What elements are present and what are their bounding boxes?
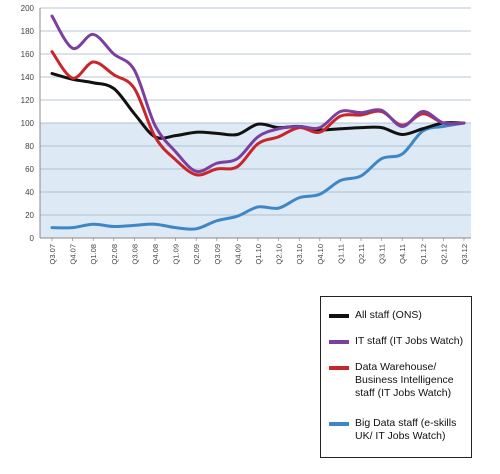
legend-swatch bbox=[329, 314, 349, 318]
x-tick-label: Q2.09 bbox=[192, 244, 201, 264]
y-tick-label: 0 bbox=[30, 234, 35, 243]
legend-swatch bbox=[329, 366, 349, 370]
legend-swatch bbox=[329, 340, 349, 344]
legend-item-data-warehouse: Data Warehouse/ Business Intelligence st… bbox=[329, 361, 467, 400]
legend-swatch bbox=[329, 422, 349, 426]
y-tick-label: 40 bbox=[25, 188, 34, 197]
line-chart: 0 20 40 60 80 100 120 140 160 180 200 Q3.07 Q4.07 Q1… bbox=[21, 4, 471, 264]
legend-label: Data Warehouse/ Business Intelligence st… bbox=[355, 361, 454, 399]
legend-item-it-staff: IT staff (IT Jobs Watch) bbox=[329, 335, 467, 348]
y-tick-label: 200 bbox=[21, 4, 35, 13]
x-tick-label: Q2.11 bbox=[357, 244, 366, 264]
y-tick-label: 140 bbox=[21, 73, 35, 82]
series-line-1 bbox=[50, 14, 466, 174]
x-tick-label: Q4.10 bbox=[316, 244, 325, 264]
x-tick-labels: Q3.07 Q4.07 Q1.08 Q2.08 Q3.08 Q4.08 Q1.09 Q2.09… bbox=[48, 238, 469, 264]
y-tick-label: 80 bbox=[25, 142, 34, 151]
x-tick-label: Q1.12 bbox=[419, 244, 428, 264]
legend-item-big-data: Big Data staff (e-skills UK/ IT Jobs Wat… bbox=[329, 417, 467, 443]
legend-label: All staff (ONS) bbox=[355, 309, 422, 321]
x-tick-label: Q2.08 bbox=[110, 244, 119, 264]
x-tick-label: Q3.10 bbox=[295, 244, 304, 264]
x-tick-label: Q3.07 bbox=[48, 244, 57, 264]
x-tick-label: Q1.08 bbox=[89, 244, 98, 264]
series-lines bbox=[50, 14, 466, 231]
x-tick-label: Q2.10 bbox=[275, 244, 284, 264]
y-tick-label: 120 bbox=[21, 96, 35, 105]
x-tick-label: Q3.08 bbox=[130, 244, 139, 264]
legend-label: IT staff (IT Jobs Watch) bbox=[355, 335, 464, 347]
x-tick-label: Q3.09 bbox=[213, 244, 222, 264]
x-tick-label: Q1.09 bbox=[172, 244, 181, 264]
x-tick-label: Q4.11 bbox=[398, 244, 407, 264]
x-tick-label: Q3.11 bbox=[378, 244, 387, 264]
y-tick-label: 180 bbox=[21, 27, 35, 36]
x-tick-label: Q1.11 bbox=[336, 244, 345, 264]
y-tick-label: 160 bbox=[21, 50, 35, 59]
x-tick-label: Q4.09 bbox=[233, 244, 242, 264]
y-tick-label: 20 bbox=[25, 211, 34, 220]
y-tick-labels: 0 20 40 60 80 100 120 140 160 180 200 bbox=[21, 4, 35, 243]
legend: All staff (ONS) IT staff (IT Jobs Watch)… bbox=[320, 296, 472, 458]
series-line-0 bbox=[50, 72, 466, 140]
y-tick-label: 100 bbox=[21, 119, 35, 128]
legend-label: Big Data staff (e-skills UK/ IT Jobs Wat… bbox=[355, 417, 457, 442]
x-tick-label: Q4.08 bbox=[151, 244, 160, 264]
x-tick-label: Q2.12 bbox=[439, 244, 448, 264]
plot-shaded-band bbox=[40, 123, 471, 238]
x-tick-label: Q4.07 bbox=[69, 244, 78, 264]
y-tick-label: 60 bbox=[25, 165, 34, 174]
x-tick-label: Q3.12 bbox=[460, 244, 469, 264]
series-line-3 bbox=[50, 121, 466, 231]
x-tick-label: Q1.10 bbox=[254, 244, 263, 264]
legend-item-all-staff: All staff (ONS) bbox=[329, 309, 467, 322]
